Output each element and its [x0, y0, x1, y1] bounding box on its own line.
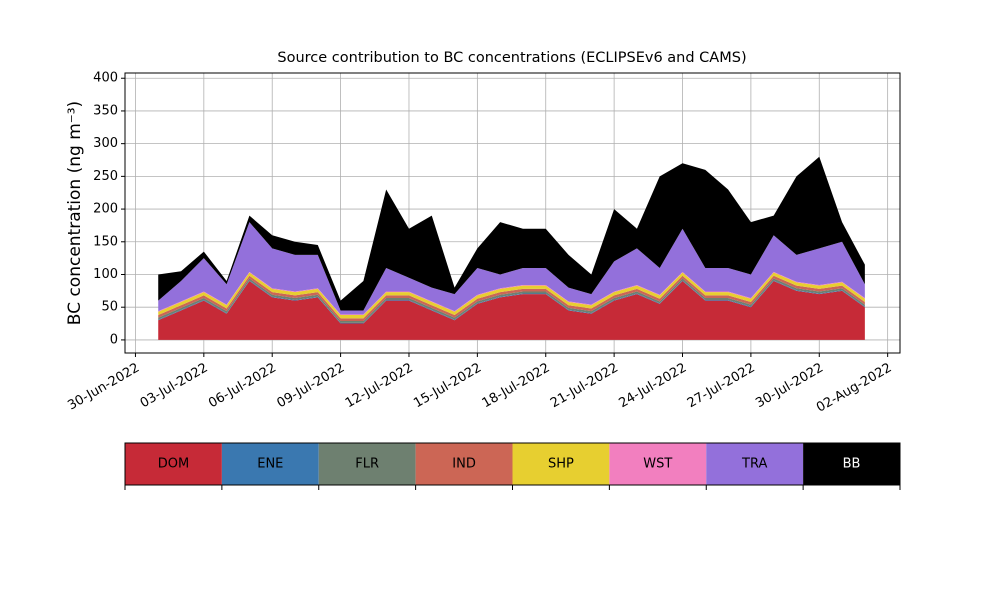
- chart-title: Source contribution to BC concentrations…: [277, 50, 746, 66]
- y-tick-label: 350: [93, 103, 118, 118]
- legend-label: TRA: [741, 457, 767, 472]
- y-tick-label: 200: [93, 202, 118, 217]
- legend-swatch: [318, 443, 416, 485]
- plot-frame: [124, 72, 901, 354]
- y-tick-label: 300: [93, 136, 118, 151]
- legend-label: BB: [843, 457, 861, 472]
- legend-swatch: [803, 443, 900, 485]
- area: [158, 222, 865, 315]
- legend-label: DOM: [158, 457, 189, 472]
- legend-swatch: [415, 443, 513, 485]
- legend-label: IND: [452, 457, 476, 472]
- legend: DOM ENE FLR IND SHP WST TRA BB: [124, 442, 901, 490]
- legend-swatch: [706, 443, 804, 485]
- legend-label: WST: [643, 457, 672, 472]
- area: [158, 272, 865, 319]
- area: [158, 281, 865, 340]
- y-tick-label: 100: [93, 267, 118, 282]
- y-tick-label: 400: [93, 71, 118, 86]
- y-axis-label: BC concentration (ng m⁻³): [65, 101, 85, 325]
- legend-frame: [124, 442, 901, 486]
- y-tick-label: 150: [93, 234, 118, 249]
- legend-label: SHP: [548, 457, 574, 472]
- legend-swatch: [125, 443, 222, 485]
- legend-label: ENE: [257, 457, 283, 472]
- legend-swatch: [609, 443, 707, 485]
- y-tick-label: 50: [101, 300, 118, 315]
- y-tick-label: 0: [110, 332, 118, 347]
- legend-swatch: [512, 443, 610, 485]
- legend-label: FLR: [355, 457, 379, 472]
- legend-swatch: [221, 443, 319, 485]
- y-tick-label: 250: [93, 169, 118, 184]
- area: [158, 156, 865, 311]
